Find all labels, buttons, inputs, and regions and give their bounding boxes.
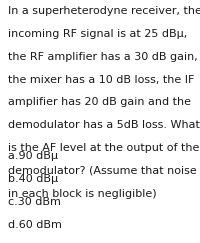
Text: in each block is negligible): in each block is negligible) bbox=[8, 189, 157, 199]
Text: demodulator has a 5dB loss. What: demodulator has a 5dB loss. What bbox=[8, 120, 200, 130]
Text: the mixer has a 10 dB loss, the IF: the mixer has a 10 dB loss, the IF bbox=[8, 75, 194, 85]
Text: amplifier has 20 dB gain and the: amplifier has 20 dB gain and the bbox=[8, 97, 191, 107]
Text: b.40 dBμ: b.40 dBμ bbox=[8, 174, 58, 184]
Text: d.60 dBm: d.60 dBm bbox=[8, 220, 62, 230]
Text: is the AF level at the output of the: is the AF level at the output of the bbox=[8, 143, 199, 153]
Text: demodulator? (Assume that noise: demodulator? (Assume that noise bbox=[8, 166, 197, 176]
Text: a.90 dBμ: a.90 dBμ bbox=[8, 151, 58, 161]
Text: c.30 dBm: c.30 dBm bbox=[8, 197, 61, 207]
Text: the RF amplifier has a 30 dB gain,: the RF amplifier has a 30 dB gain, bbox=[8, 52, 198, 62]
Text: In a superheterodyne receiver, the: In a superheterodyne receiver, the bbox=[8, 6, 200, 16]
Text: incoming RF signal is at 25 dBμ,: incoming RF signal is at 25 dBμ, bbox=[8, 29, 187, 39]
